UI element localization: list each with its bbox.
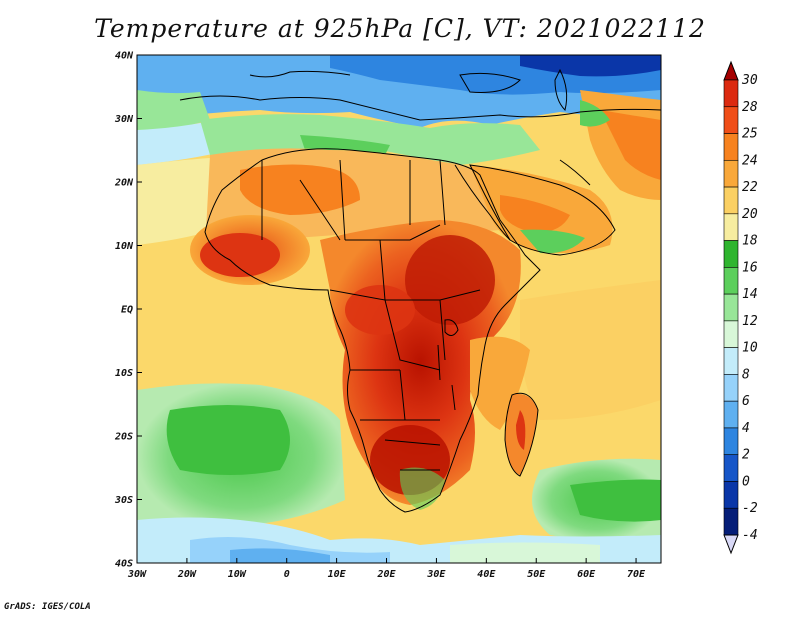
lat-tick-label: 30S bbox=[114, 495, 133, 506]
colorbar-label: 30 bbox=[741, 73, 758, 88]
lon-tick-label: 10W bbox=[228, 569, 247, 580]
colorbar-bottom-arrow bbox=[723, 534, 739, 555]
colorbar-segment bbox=[723, 427, 739, 456]
colorbar-segment bbox=[723, 293, 739, 322]
lon-tick-label: 30W bbox=[127, 569, 147, 580]
colorbar-label: -4 bbox=[742, 528, 758, 543]
colorbar-label: 2 bbox=[742, 448, 750, 463]
colorbar-segment bbox=[723, 481, 739, 509]
colorbar-segment bbox=[723, 507, 739, 536]
colorbar-label: 16 bbox=[742, 260, 758, 275]
lon-tick-label: 50E bbox=[527, 569, 546, 580]
latitude-axis: 40N 30N 20N 10N EQ 10S 20S 30S 40S bbox=[114, 51, 142, 570]
colorbar-label: 14 bbox=[742, 287, 758, 302]
lon-tick-label: 20E bbox=[376, 569, 396, 580]
colorbar-segment bbox=[723, 400, 739, 429]
lon-tick-label: 10E bbox=[328, 569, 347, 580]
lon-tick-label: 20W bbox=[177, 569, 197, 580]
colorbar-segment bbox=[723, 347, 739, 375]
lat-tick-label: 30N bbox=[114, 114, 134, 125]
colorbar-segment bbox=[723, 454, 739, 482]
longitude-axis: 30W 20W 10W 0 10E 20E 30E 40E 50E 60E 70E bbox=[127, 558, 646, 580]
colorbar-segment bbox=[723, 79, 739, 108]
colorbar-label: -2 bbox=[742, 501, 758, 516]
colorbar-segment bbox=[723, 133, 739, 161]
colorbar-segment bbox=[723, 267, 739, 295]
coastlines bbox=[179, 68, 661, 513]
lon-tick-label: 40E bbox=[477, 569, 496, 580]
lon-tick-label: 60E bbox=[577, 569, 596, 580]
credit-label: GrADS: IGES/COLA bbox=[4, 602, 91, 612]
colorbar-segment bbox=[723, 374, 739, 402]
colorbar-segment bbox=[723, 159, 739, 188]
lat-tick-label: 40S bbox=[115, 559, 133, 570]
lat-tick-label: 10S bbox=[115, 368, 133, 379]
lon-tick-label: 30E bbox=[426, 569, 446, 580]
colorbar-label: 0 bbox=[742, 474, 750, 489]
colorbar-segment bbox=[723, 320, 739, 348]
colorbar-segment bbox=[723, 186, 739, 215]
colorbar-segment bbox=[723, 240, 739, 268]
colorbar-top-arrow bbox=[723, 60, 739, 81]
colorbar-segment bbox=[723, 213, 739, 241]
colorbar-label: 18 bbox=[742, 234, 758, 249]
colorbar-label: 4 bbox=[742, 421, 750, 436]
colorbar-label: 8 bbox=[742, 367, 750, 382]
colorbar-label: 24 bbox=[742, 153, 758, 168]
colorbar-label: 22 bbox=[742, 180, 758, 195]
colorbar-label: 10 bbox=[742, 341, 758, 356]
temperature-field bbox=[137, 55, 661, 563]
lat-tick-label: 20N bbox=[114, 178, 134, 189]
lat-tick-label: EQ bbox=[121, 305, 133, 316]
lat-tick-label: 20S bbox=[114, 432, 133, 443]
lat-tick-label: 10N bbox=[115, 241, 134, 252]
colorbar-label: 12 bbox=[742, 314, 758, 329]
lat-tick-label: 40N bbox=[115, 51, 134, 62]
colorbar-label: 20 bbox=[742, 207, 758, 222]
lon-tick-label: 70E bbox=[627, 569, 646, 580]
colorbar-segment bbox=[723, 106, 739, 134]
colorbar-label: 25 bbox=[742, 127, 758, 142]
map-title: Temperature at 925hPa [C], VT: 202102211… bbox=[94, 14, 706, 43]
lon-tick-label: 0 bbox=[284, 569, 290, 580]
colorbar-label: 28 bbox=[742, 100, 758, 115]
colorbar-label: 6 bbox=[742, 394, 750, 409]
